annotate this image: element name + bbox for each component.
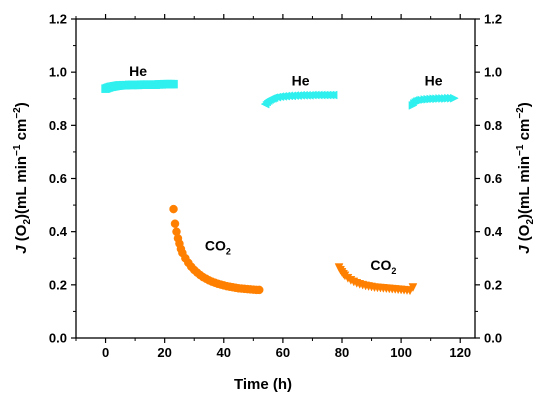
y-tick-label-right: 0.0 <box>484 331 502 346</box>
y-tick-label-left: 0.4 <box>49 224 68 239</box>
data-point-circle <box>169 204 178 214</box>
x-tick-label: 60 <box>276 345 290 360</box>
data-point-circle <box>254 285 264 295</box>
x-axis: 0 20 40 60 80 100 120 <box>75 14 471 360</box>
data-point-right-triangle <box>450 93 459 103</box>
annotation-he: He <box>425 72 443 88</box>
x-tick-label: 40 <box>217 345 231 360</box>
y-axis-title-right: J (O2)(mL min−1 cm−2) <box>515 102 536 253</box>
data-point-down-triangle <box>408 283 418 293</box>
y-tick-label-left: 0.8 <box>49 118 67 133</box>
y-tick-label-right: 0.4 <box>484 224 503 239</box>
y-tick-label-right: 0.6 <box>484 171 502 186</box>
x-tick-label: 20 <box>157 345 171 360</box>
y-tick-label-left: 0.2 <box>49 277 67 292</box>
y-tick-label-left: 1.2 <box>49 12 67 27</box>
annotation-he: He <box>292 72 310 88</box>
data-series <box>101 79 459 296</box>
y-axis-title-left: J (O2)(mL min−1 cm−2) <box>12 102 33 253</box>
y-tick-label-left: 0.0 <box>49 331 67 346</box>
series-4-he <box>408 93 459 110</box>
annotation-co2: CO2 <box>370 257 396 276</box>
y-tick-label-right: 1.2 <box>484 12 502 27</box>
data-point-square <box>169 79 178 89</box>
annotation-he: He <box>129 63 147 79</box>
data-point-left-triangle <box>328 90 338 100</box>
y-axis-right: 0.0 0.2 0.4 0.6 0.8 1.0 1.2 <box>475 12 503 346</box>
x-tick-label: 100 <box>390 345 412 360</box>
x-tick-label: 120 <box>449 345 471 360</box>
y-tick-label-right: 0.8 <box>484 118 502 133</box>
series-2-he <box>260 90 338 109</box>
y-tick-label-right: 0.2 <box>484 277 502 292</box>
y-tick-label-right: 1.0 <box>484 65 502 80</box>
series-0-he <box>101 79 178 93</box>
x-axis-title: Time (h) <box>234 376 292 393</box>
y-tick-label-left: 0.6 <box>49 171 67 186</box>
series-3-co2 <box>334 263 418 296</box>
annotation-co2: CO2 <box>205 237 231 256</box>
x-tick-label: 80 <box>335 345 349 360</box>
y-tick-label-left: 1.0 <box>49 65 67 80</box>
x-tick-label: 0 <box>102 345 109 360</box>
series-1-co2 <box>169 204 264 295</box>
data-point-circle <box>170 219 180 228</box>
y-title-j: J <box>13 245 30 254</box>
y-axis-left: 0.0 0.2 0.4 0.6 0.8 1.0 1.2 <box>49 12 76 346</box>
annotations: He He He CO2 CO2 <box>129 63 443 276</box>
